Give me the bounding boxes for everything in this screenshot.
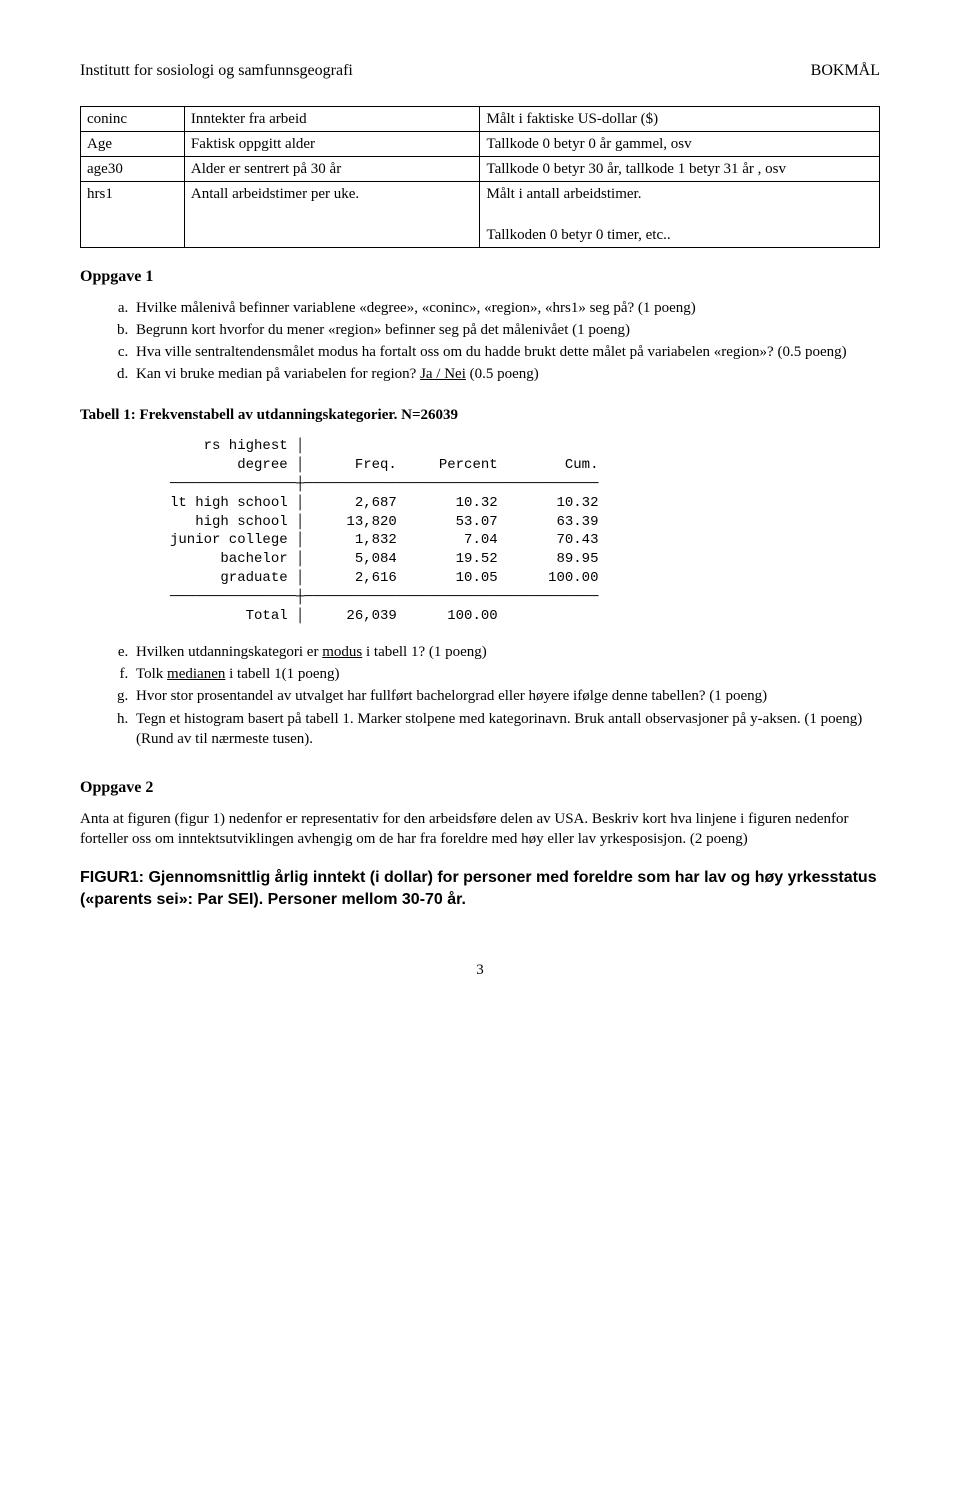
header-left: Institutt for sosiologi og samfunnsgeogr…: [80, 60, 353, 82]
oppgave1-d-post: (0.5 poeng): [466, 366, 539, 382]
table-row: conincInntekter fra arbeidMålt i faktisk…: [81, 106, 880, 131]
page-header: Institutt for sosiologi og samfunnsgeogr…: [80, 60, 880, 82]
table-cell: Tallkode 0 betyr 0 år gammel, osv: [480, 131, 880, 156]
oppgave1-d: Kan vi bruke median på variabelen for re…: [132, 364, 880, 384]
table-cell: Inntekter fra arbeid: [184, 106, 480, 131]
table-row: AgeFaktisk oppgitt alderTallkode 0 betyr…: [81, 131, 880, 156]
table-cell: age30: [81, 157, 185, 182]
table-cell: Målt i antall arbeidstimer.Tallkoden 0 b…: [480, 182, 880, 248]
oppgave2-para: Anta at figuren (figur 1) nedenfor er re…: [80, 809, 880, 850]
table-cell: Tallkode 0 betyr 30 år, tallkode 1 betyr…: [480, 157, 880, 182]
tabell1-title: Tabell 1: Frekvenstabell av utdanningska…: [80, 405, 880, 425]
table-cell: Antall arbeidstimer per uke.: [184, 182, 480, 248]
oppgave1-e: Hvilken utdanningskategori er modus i ta…: [132, 642, 880, 662]
header-right: BOKMÅL: [811, 60, 880, 82]
table-cell: Målt i faktiske US-dollar ($): [480, 106, 880, 131]
oppgave1-g: Hvor stor prosentandel av utvalget har f…: [132, 686, 880, 706]
oppgave1-d-pre: Kan vi bruke median på variabelen for re…: [136, 366, 420, 382]
table-cell: Age: [81, 131, 185, 156]
table-row: hrs1Antall arbeidstimer per uke.Målt i a…: [81, 182, 880, 248]
oppgave1-d-underline: Ja / Nei: [420, 366, 466, 382]
oppgave1-list: Hvilke målenivå befinner variablene «deg…: [80, 298, 880, 385]
table-row: age30Alder er sentrert på 30 årTallkode …: [81, 157, 880, 182]
stata-output: rs highest │ degree │ Freq. Percent Cum.…: [170, 437, 880, 626]
oppgave1-h: Tegn et histogram basert på tabell 1. Ma…: [132, 709, 880, 750]
table-cell: Faktisk oppgitt alder: [184, 131, 480, 156]
figur1-title: FIGUR1: Gjennomsnittlig årlig inntekt (i…: [80, 867, 880, 910]
table-cell: hrs1: [81, 182, 185, 248]
variable-table: conincInntekter fra arbeidMålt i faktisk…: [80, 106, 880, 249]
table-cell: coninc: [81, 106, 185, 131]
oppgave1-a: Hvilke målenivå befinner variablene «deg…: [132, 298, 880, 318]
oppgave1-title: Oppgave 1: [80, 266, 880, 288]
oppgave2-title: Oppgave 2: [80, 777, 880, 799]
page-number: 3: [80, 960, 880, 980]
table-cell: Alder er sentrert på 30 år: [184, 157, 480, 182]
oppgave1-c: Hva ville sentraltendensmålet modus ha f…: [132, 342, 880, 362]
oppgave1-f: Tolk medianen i tabell 1(1 poeng): [132, 664, 880, 684]
oppgave1-list-2: Hvilken utdanningskategori er modus i ta…: [80, 642, 880, 749]
oppgave1-b: Begrunn kort hvorfor du mener «region» b…: [132, 320, 880, 340]
